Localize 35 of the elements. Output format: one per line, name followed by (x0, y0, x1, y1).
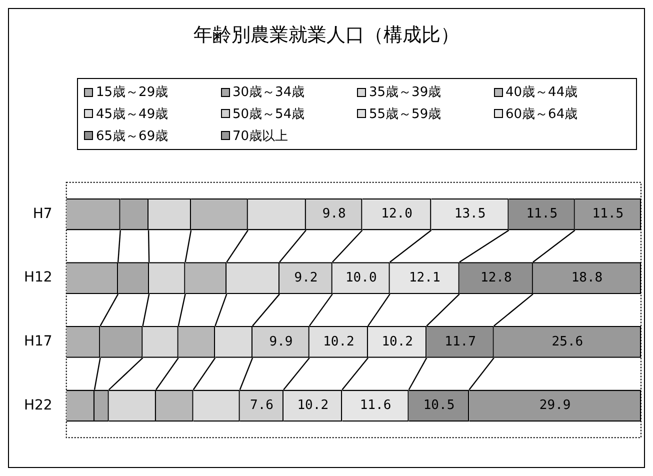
y-tick-label: H17 (24, 334, 52, 350)
data-label: 12.8 (480, 270, 512, 286)
legend-label: 60歳～64歳 (506, 106, 578, 123)
legend-label: 70歳以上 (232, 128, 288, 145)
data-label: 11.5 (526, 206, 558, 222)
data-label: 9.9 (269, 334, 293, 350)
legend-label: 35歳～39歳 (369, 84, 442, 102)
data-label: 11.5 (592, 206, 624, 222)
legend-label: 40歳～44歳 (506, 84, 578, 102)
data-label: 13.5 (454, 206, 486, 222)
legend-label: 55歳～59歳 (369, 106, 442, 123)
legend-label: 65歳～69歳 (96, 128, 168, 145)
data-label: 7.6 (250, 398, 274, 414)
data-label: 9.2 (294, 270, 318, 286)
chart-title: 年齢別農業就業人口（構成比） (192, 23, 460, 48)
data-label: 10.0 (345, 270, 377, 286)
data-label: 12.0 (381, 206, 412, 222)
data-label: 12.1 (408, 270, 440, 286)
data-label: 11.7 (444, 334, 476, 350)
legend-label: 15歳～29歳 (96, 84, 168, 102)
legend-label: 30歳～34歳 (232, 84, 305, 102)
data-label: 18.8 (571, 270, 603, 286)
y-tick-label: H7 (32, 206, 52, 222)
legend-label: 50歳～54歳 (232, 106, 305, 123)
legend-label: 45歳～49歳 (96, 106, 168, 123)
data-label: 10.2 (382, 334, 413, 350)
data-label: 11.6 (360, 398, 392, 414)
y-tick-label: H12 (24, 270, 52, 286)
data-label: 10.2 (297, 398, 329, 414)
data-label: 10.5 (423, 398, 455, 414)
data-label: 9.8 (322, 206, 346, 222)
data-label: 10.2 (323, 334, 354, 350)
y-tick-label: H22 (24, 397, 52, 414)
data-label: 25.6 (552, 334, 584, 350)
data-label: 29.9 (539, 398, 571, 414)
